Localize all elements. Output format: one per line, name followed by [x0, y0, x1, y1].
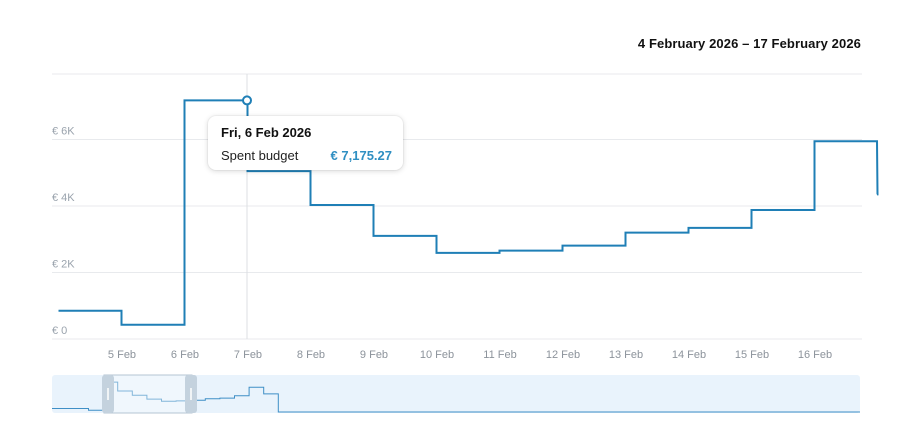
x-tick-label: 6 Feb — [171, 349, 199, 361]
y-tick-label: € 6K — [52, 126, 75, 138]
hover-point[interactable] — [242, 95, 252, 106]
y-axis-ticks: € 0 € 2K € 4K € 6K — [52, 126, 75, 338]
x-tick-label: 12 Feb — [546, 349, 580, 361]
x-tick-label: 8 Feb — [297, 349, 325, 361]
tooltip-value: € 7,175.27 — [330, 148, 392, 163]
tooltip-label: Spent budget — [221, 148, 299, 163]
x-tick-label: 9 Feb — [360, 349, 388, 361]
navigator-selection[interactable] — [103, 374, 193, 414]
x-tick-label: 7 Feb — [234, 349, 262, 361]
navigator-background — [52, 375, 860, 413]
x-tick-label: 11 Feb — [483, 349, 516, 361]
x-tick-label: 14 Feb — [672, 349, 706, 361]
x-tick-label: 13 Feb — [609, 349, 643, 361]
x-tick-label: 10 Feb — [420, 349, 454, 361]
x-tick-label: 15 Feb — [735, 349, 769, 361]
series-layer — [58, 99, 879, 326]
y-tick-label: € 4K — [52, 192, 75, 204]
x-tick-label: 5 Feb — [108, 349, 136, 361]
y-tick-label: € 2K — [52, 259, 75, 271]
date-range-label: 4 February 2026 – 17 February 2026 — [637, 36, 861, 51]
series-spent-budget-line — [58, 99, 879, 326]
tooltip: Fri, 6 Feb 2026 Spent budget € 7,175.27 — [208, 116, 403, 170]
tooltip-date: Fri, 6 Feb 2026 — [221, 125, 312, 140]
grid-lines — [52, 73, 862, 340]
x-axis-ticks: 5 Feb 6 Feb 7 Feb 8 Feb 9 Feb 10 Feb 11 Feb 12 … — [108, 349, 832, 361]
navigator[interactable] — [52, 374, 860, 414]
x-tick-label: 16 Feb — [798, 349, 832, 361]
y-tick-label: € 0 — [52, 325, 67, 337]
